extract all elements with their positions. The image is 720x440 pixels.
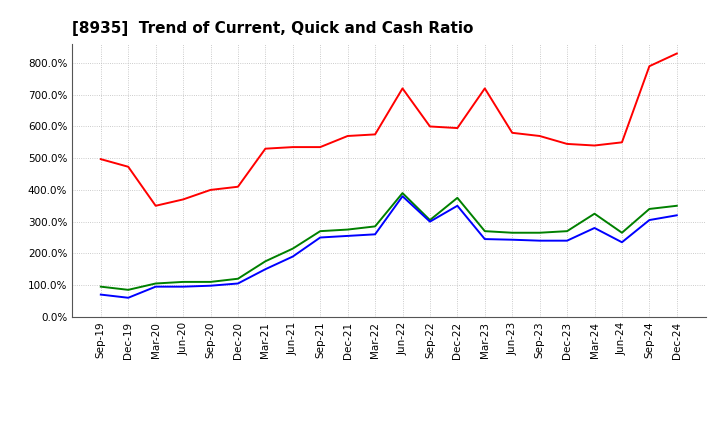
Line: Current Ratio: Current Ratio bbox=[101, 54, 677, 206]
Quick Ratio bbox=[618, 230, 626, 235]
Cash Ratio bbox=[672, 213, 681, 218]
Current Ratio bbox=[233, 184, 242, 189]
Current Ratio bbox=[206, 187, 215, 193]
Current Ratio bbox=[151, 203, 160, 209]
Quick Ratio bbox=[426, 217, 434, 223]
Current Ratio bbox=[398, 86, 407, 91]
Current Ratio bbox=[453, 125, 462, 131]
Current Ratio bbox=[536, 133, 544, 139]
Cash Ratio bbox=[233, 281, 242, 286]
Quick Ratio bbox=[672, 203, 681, 209]
Cash Ratio bbox=[536, 238, 544, 243]
Current Ratio bbox=[426, 124, 434, 129]
Current Ratio bbox=[645, 63, 654, 69]
Quick Ratio bbox=[536, 230, 544, 235]
Cash Ratio bbox=[261, 267, 270, 272]
Cash Ratio bbox=[124, 295, 132, 301]
Cash Ratio bbox=[508, 237, 516, 242]
Cash Ratio bbox=[96, 292, 105, 297]
Quick Ratio bbox=[508, 230, 516, 235]
Current Ratio bbox=[508, 130, 516, 136]
Quick Ratio bbox=[206, 279, 215, 285]
Quick Ratio bbox=[398, 191, 407, 196]
Cash Ratio bbox=[453, 203, 462, 209]
Quick Ratio bbox=[261, 259, 270, 264]
Current Ratio bbox=[179, 197, 187, 202]
Cash Ratio bbox=[206, 283, 215, 288]
Cash Ratio bbox=[316, 235, 325, 240]
Cash Ratio bbox=[151, 284, 160, 290]
Current Ratio bbox=[371, 132, 379, 137]
Line: Cash Ratio: Cash Ratio bbox=[101, 196, 677, 298]
Current Ratio bbox=[672, 51, 681, 56]
Quick Ratio bbox=[233, 276, 242, 281]
Current Ratio bbox=[343, 133, 352, 139]
Quick Ratio bbox=[289, 246, 297, 251]
Quick Ratio bbox=[480, 228, 489, 234]
Quick Ratio bbox=[151, 281, 160, 286]
Cash Ratio bbox=[480, 236, 489, 242]
Cash Ratio bbox=[289, 254, 297, 259]
Quick Ratio bbox=[453, 195, 462, 201]
Current Ratio bbox=[96, 157, 105, 162]
Cash Ratio bbox=[618, 240, 626, 245]
Quick Ratio bbox=[96, 284, 105, 290]
Quick Ratio bbox=[645, 206, 654, 212]
Current Ratio bbox=[124, 164, 132, 169]
Line: Quick Ratio: Quick Ratio bbox=[101, 193, 677, 290]
Current Ratio bbox=[316, 144, 325, 150]
Quick Ratio bbox=[371, 224, 379, 229]
Current Ratio bbox=[590, 143, 599, 148]
Cash Ratio bbox=[426, 219, 434, 224]
Cash Ratio bbox=[343, 233, 352, 238]
Cash Ratio bbox=[645, 217, 654, 223]
Quick Ratio bbox=[563, 228, 572, 234]
Current Ratio bbox=[289, 144, 297, 150]
Quick Ratio bbox=[179, 279, 187, 285]
Quick Ratio bbox=[590, 211, 599, 216]
Current Ratio bbox=[563, 141, 572, 147]
Current Ratio bbox=[261, 146, 270, 151]
Current Ratio bbox=[480, 86, 489, 91]
Current Ratio bbox=[618, 139, 626, 145]
Cash Ratio bbox=[179, 284, 187, 290]
Cash Ratio bbox=[563, 238, 572, 243]
Cash Ratio bbox=[371, 232, 379, 237]
Cash Ratio bbox=[590, 225, 599, 231]
Quick Ratio bbox=[124, 287, 132, 293]
Quick Ratio bbox=[316, 228, 325, 234]
Cash Ratio bbox=[398, 194, 407, 199]
Text: [8935]  Trend of Current, Quick and Cash Ratio: [8935] Trend of Current, Quick and Cash … bbox=[72, 21, 473, 36]
Quick Ratio bbox=[343, 227, 352, 232]
